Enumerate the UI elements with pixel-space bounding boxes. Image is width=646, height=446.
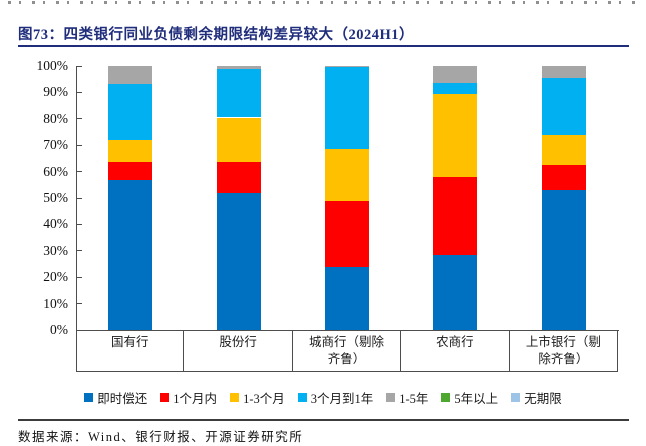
category-label-row: 国有行 股份行 城商行（剔除齐鲁） 农商行 上市银行（剔除齐鲁） [76, 330, 618, 372]
y-axis-tick [76, 91, 82, 93]
category-label: 城商行（剔除齐鲁） [291, 330, 400, 371]
bar-segment [108, 139, 153, 163]
y-axis-label: 70% [43, 137, 68, 153]
bar-segment [541, 165, 586, 191]
bar-segment [325, 149, 369, 201]
bar-segment [325, 66, 369, 68]
bar-segment [541, 66, 586, 78]
legend-item: 1-5年 [386, 388, 428, 407]
legend-swatch [386, 393, 396, 402]
bar-segment [433, 93, 478, 177]
y-axis-label: 0% [50, 322, 68, 337]
plot-area [76, 66, 618, 330]
bar-segment [541, 134, 586, 165]
legend-item: 无期限 [511, 388, 562, 407]
bar-segment [216, 162, 261, 193]
category-label: 上市银行（剔除齐鲁） [508, 330, 617, 371]
legend-item: 即时偿还 [84, 388, 147, 407]
legend-item: 3个月到1年 [297, 388, 374, 407]
title-rule [18, 45, 629, 47]
bar-segment [216, 117, 261, 163]
bar-segment [325, 200, 369, 267]
legend-item: 5年以上 [441, 388, 498, 407]
y-axis-line [76, 66, 77, 372]
bar-group [433, 66, 478, 330]
bar-segment [325, 67, 369, 150]
bar-group [541, 66, 586, 330]
legend-item: 1-3个月 [230, 388, 285, 407]
y-axis-tick [76, 197, 82, 199]
y-axis-label: 60% [43, 163, 68, 179]
legend-item: 1个月内 [160, 388, 217, 407]
bar-group [108, 66, 153, 330]
bar-segment [108, 162, 153, 180]
figure-title: 图73：四类银行同业负债剩余期限结构差异较大（2024H1） [18, 27, 415, 43]
legend-label: 无期限 [524, 392, 562, 406]
bar-segment [433, 254, 478, 330]
y-axis-label: 20% [43, 269, 68, 285]
category-label: 农商行 [400, 330, 508, 371]
y-axis-label: 10% [43, 295, 68, 311]
y-axis-tick [76, 276, 82, 278]
legend-swatch [297, 393, 307, 402]
y-axis-label: 40% [43, 216, 68, 232]
bar-group [216, 66, 261, 330]
bar-segment [541, 190, 586, 330]
y-axis-label: 90% [43, 84, 68, 100]
bar-segment [216, 68, 261, 118]
bar-group [325, 66, 369, 330]
y-axis-tick [76, 250, 82, 252]
y-axis-tick [76, 118, 82, 120]
legend: 即时偿还 1个月内 1-3个月 3个月到1年 1-5年 5年以上 无期限 [0, 388, 646, 407]
bar-segment [108, 179, 153, 330]
legend-swatch [84, 393, 94, 402]
y-axis-label: 80% [43, 110, 68, 126]
legend-swatch [511, 393, 521, 402]
y-axis-label: 50% [43, 190, 68, 205]
source-rule [18, 419, 629, 421]
y-axis-label: 30% [43, 242, 68, 258]
bar-segment [216, 192, 261, 330]
bar-segment [108, 66, 153, 85]
bar-segment [541, 77, 586, 135]
legend-swatch [230, 393, 240, 402]
source-note: 数据来源：Wind、银行财报、开源证券研究所 [18, 430, 304, 444]
bar-segment [325, 266, 369, 330]
legend-label: 即时偿还 [97, 392, 148, 406]
bar-segment [433, 176, 478, 255]
y-axis-tick [76, 223, 82, 225]
legend-label: 3个月到1年 [310, 392, 374, 406]
bar-segment [433, 83, 478, 94]
y-axis-tick [76, 171, 82, 173]
legend-label: 1-5年 [399, 392, 429, 406]
bar-segment [216, 66, 261, 69]
y-axis-label: 100% [36, 58, 69, 73]
legend-swatch [160, 393, 170, 402]
legend-label: 1个月内 [173, 392, 218, 406]
legend-swatch [441, 393, 451, 402]
legend-label: 5年以上 [454, 392, 499, 406]
y-axis-tick [76, 303, 82, 305]
y-axis-tick [76, 65, 82, 67]
category-label: 股份行 [183, 330, 291, 371]
x-axis-line [76, 330, 619, 331]
bar-segment [108, 84, 153, 140]
category-label: 国有行 [110, 335, 149, 349]
cropped-previous-line [8, 1, 640, 4]
bar-segment [433, 66, 478, 84]
legend-label: 1-3个月 [243, 392, 285, 406]
y-axis-tick [76, 144, 82, 146]
